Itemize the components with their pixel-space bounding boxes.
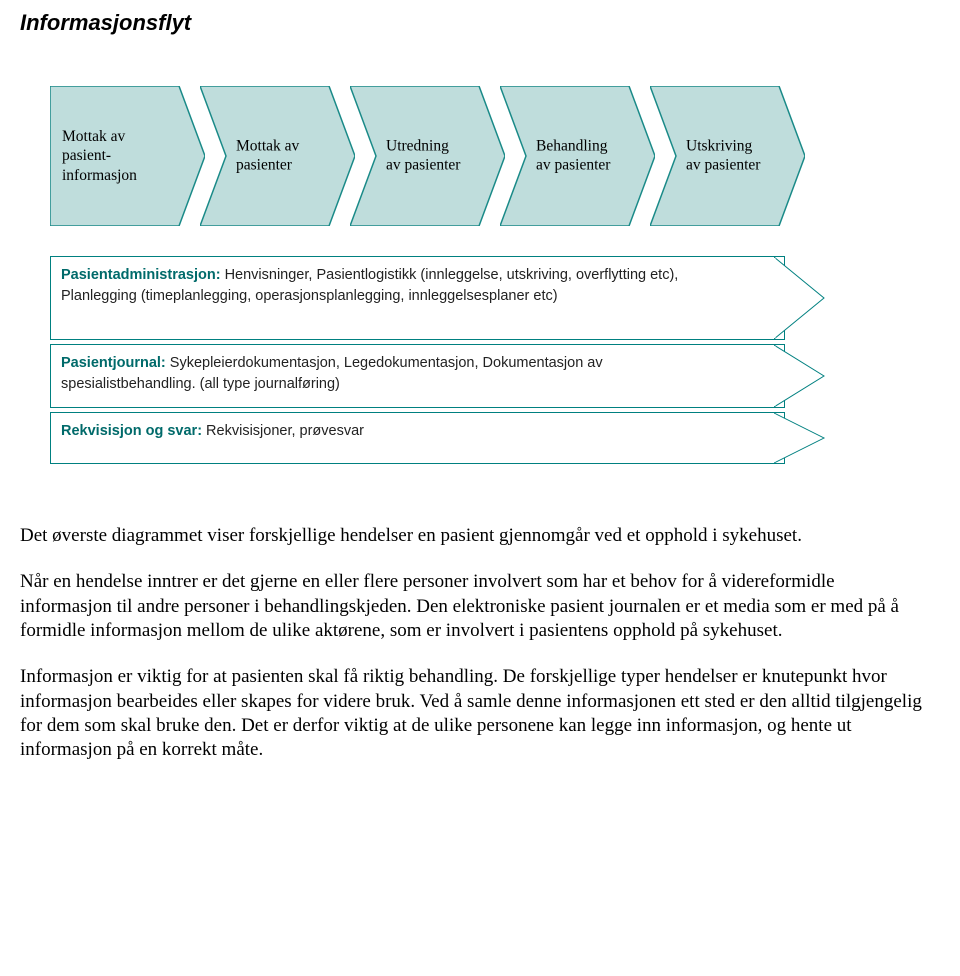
info-box-content: Rekvisisjon og svar: Rekvisisjoner, prøv… — [51, 413, 784, 452]
process-step-label: Mottak av pasienter — [236, 137, 299, 176]
process-step-label: Mottak av pasient- informasjon — [62, 127, 137, 185]
info-box-text: Rekvisisjoner, prøvesvar — [202, 423, 364, 439]
info-box-strong: Pasientadministrasjon: — [61, 267, 221, 283]
info-box-strong: Pasientjournal: — [61, 355, 166, 371]
info-box-content: Pasientjournal: Sykepleierdokumentasjon,… — [51, 345, 784, 405]
process-step-2: Mottak av pasienter — [200, 86, 355, 226]
info-box-content: Pasientadministrasjon: Henvisninger, Pas… — [51, 257, 784, 317]
process-step-3: Utredning av pasienter — [350, 86, 505, 226]
process-step-label: Utredning av pasienter — [386, 137, 460, 176]
info-box-strong: Rekvisisjon og svar: — [61, 423, 202, 439]
process-step-label: Utskriving av pasienter — [686, 137, 760, 176]
process-step-5: Utskriving av pasienter — [650, 86, 805, 226]
process-step-label: Behandling av pasienter — [536, 137, 610, 176]
body-text: Det øverste diagrammet viser forskjellig… — [20, 524, 930, 763]
page-title: Informasjonsflyt — [20, 10, 940, 36]
info-box-pasientadministrasjon: Pasientadministrasjon: Henvisninger, Pas… — [50, 256, 785, 340]
info-box-rekvisisjon: Rekvisisjon og svar: Rekvisisjoner, prøv… — [50, 412, 785, 464]
paragraph-2: Når en hendelse inntrer er det gjerne en… — [20, 570, 930, 643]
info-box-pasientjournal: Pasientjournal: Sykepleierdokumentasjon,… — [50, 344, 785, 408]
paragraph-3: Informasjon er viktig for at pasienten s… — [20, 665, 930, 762]
process-chevron-row: Mottak av pasient- informasjon Mottak av … — [50, 86, 940, 226]
paragraph-1: Det øverste diagrammet viser forskjellig… — [20, 524, 930, 548]
process-step-4: Behandling av pasienter — [500, 86, 655, 226]
process-step-1: Mottak av pasient- informasjon — [50, 86, 205, 226]
info-box-stack: Pasientadministrasjon: Henvisninger, Pas… — [50, 256, 785, 464]
